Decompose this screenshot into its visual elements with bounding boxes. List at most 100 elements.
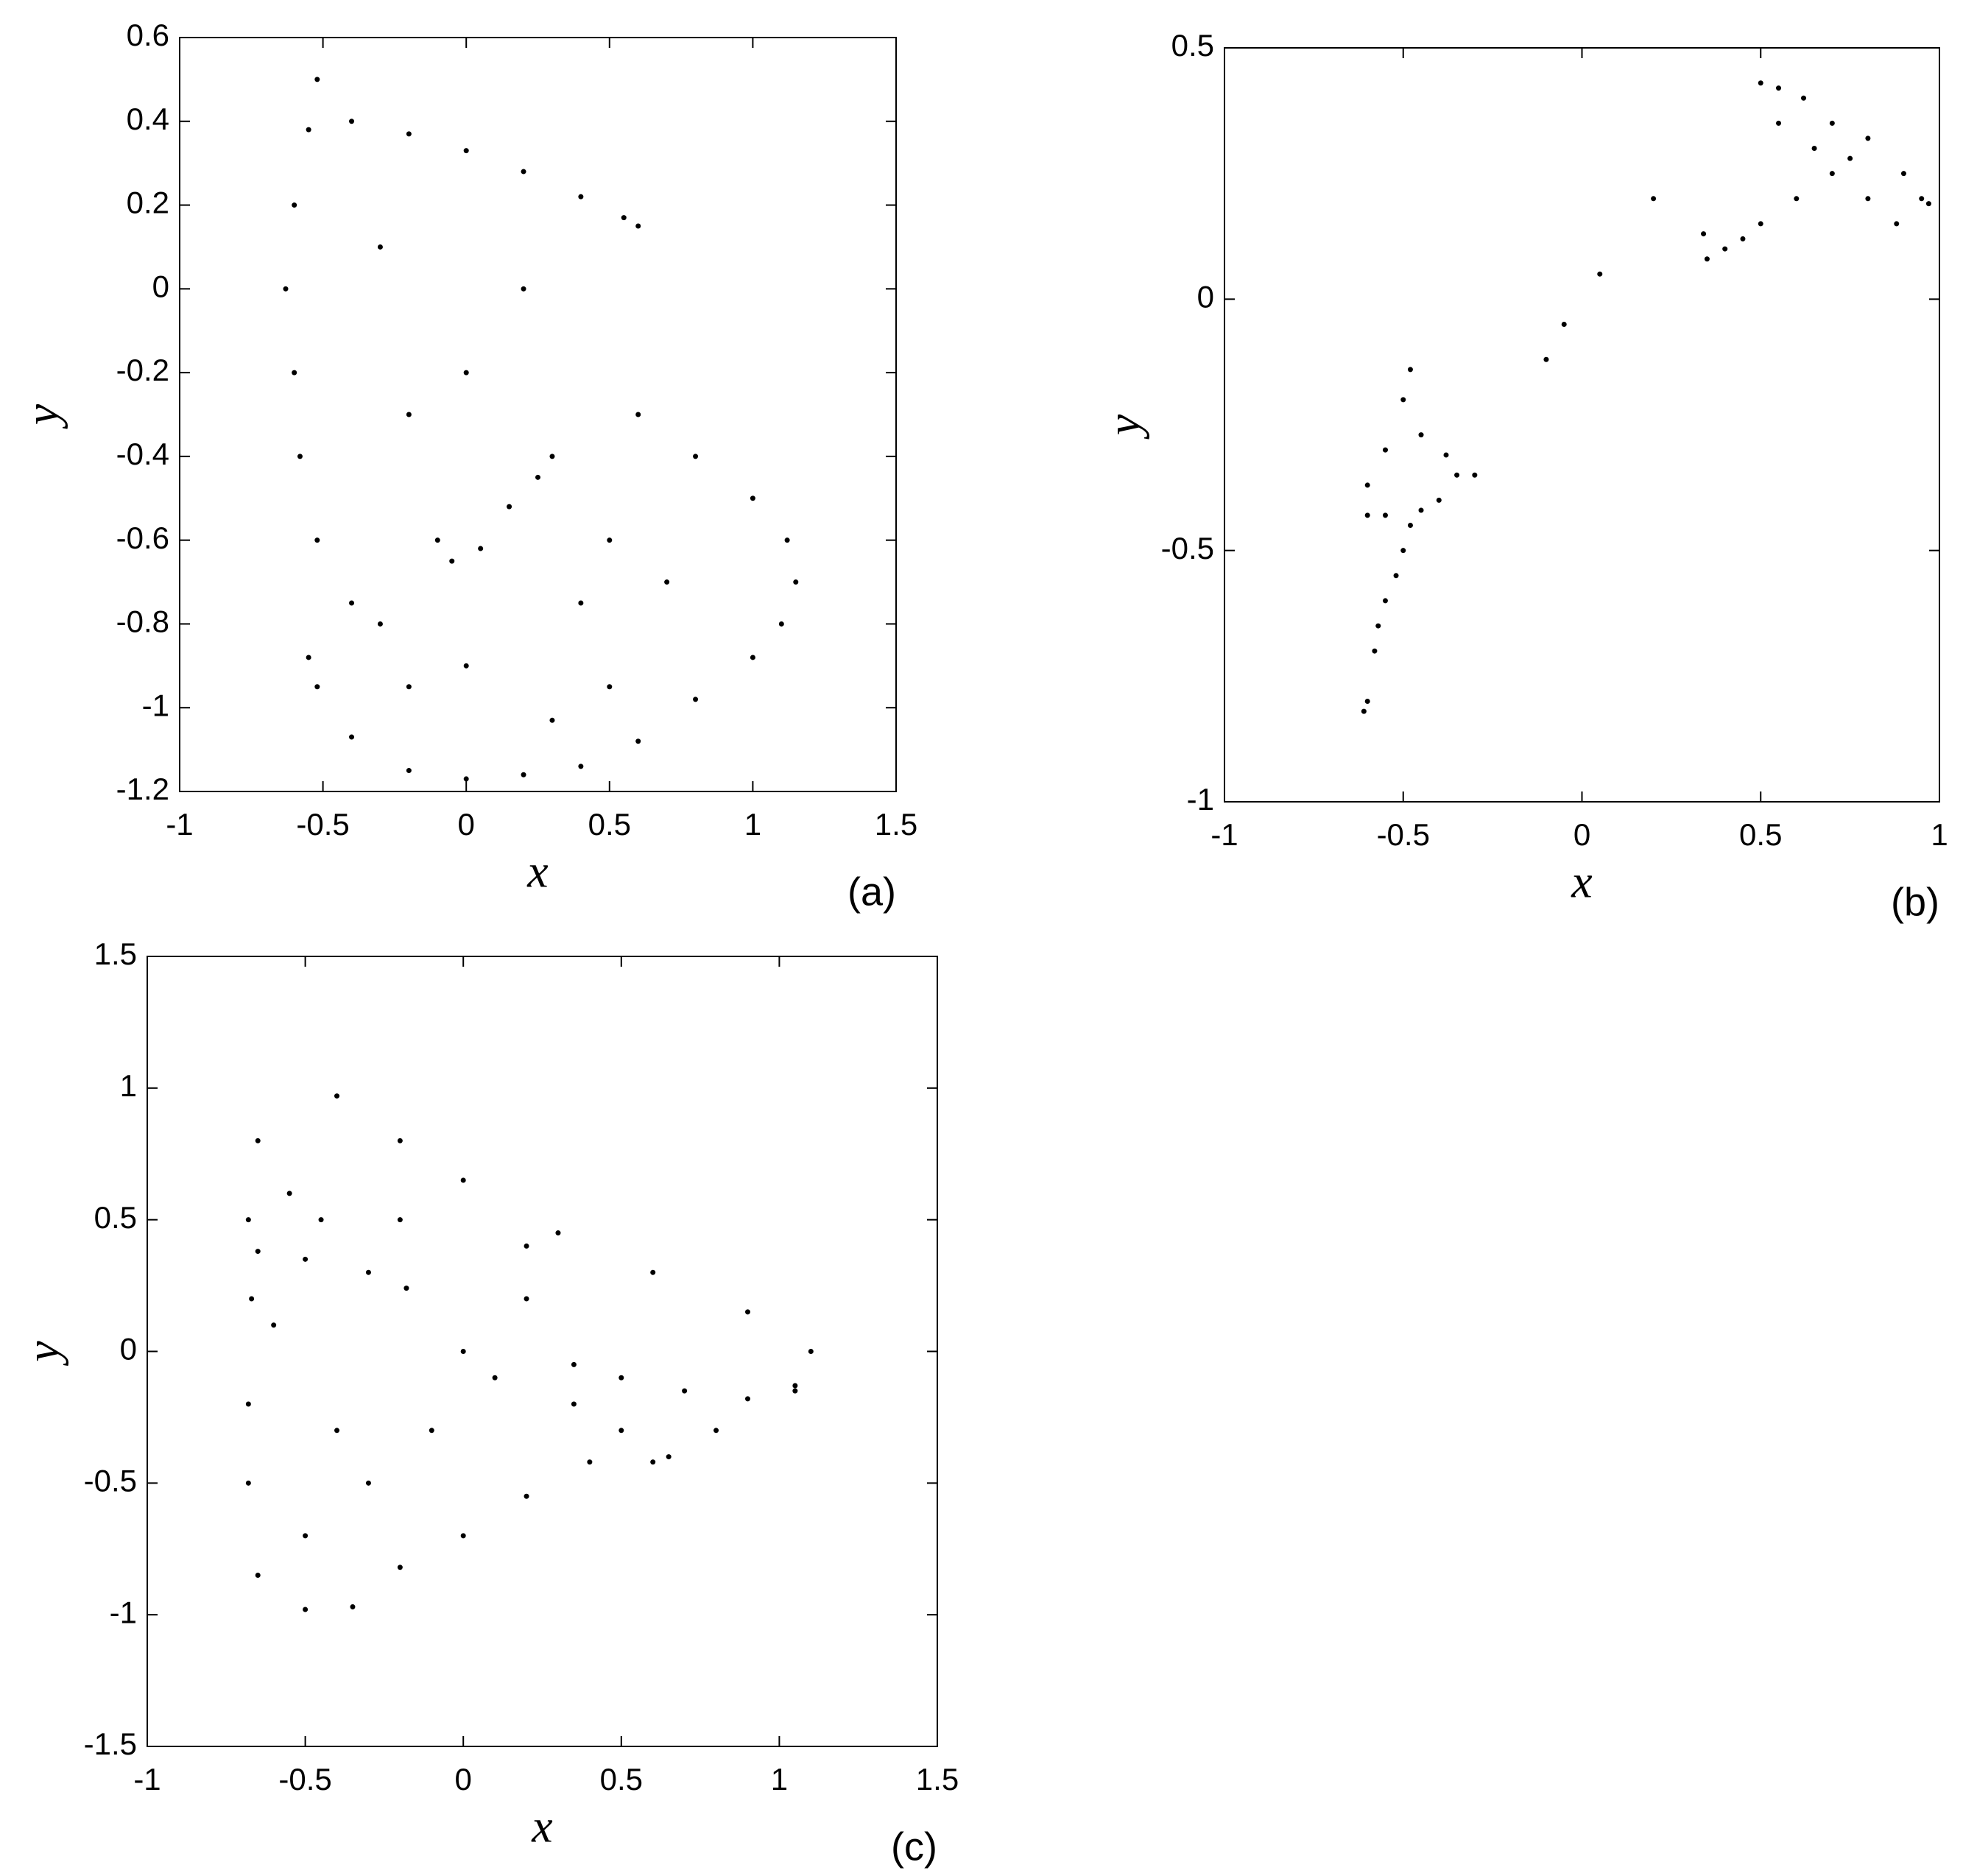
point: [792, 1383, 798, 1389]
point: [507, 504, 512, 509]
point: [521, 772, 526, 777]
point: [664, 579, 670, 585]
y-tick-label: -1: [1187, 782, 1214, 817]
x-tick-label: 1: [744, 807, 761, 842]
plot-frame: [147, 956, 938, 1747]
point: [245, 1480, 251, 1486]
y-tick-label: 1: [120, 1068, 137, 1103]
point: [778, 621, 784, 627]
point: [1375, 623, 1381, 629]
point: [314, 684, 320, 690]
y-tick-label: -1.2: [116, 772, 169, 806]
y-tick-label: 0.5: [94, 1200, 137, 1235]
point: [1704, 256, 1710, 262]
point: [1561, 321, 1567, 327]
point: [1382, 598, 1388, 604]
point: [524, 1296, 529, 1302]
point: [1801, 95, 1807, 101]
x-tick-label: 0.5: [588, 807, 631, 842]
point: [1436, 497, 1442, 503]
point: [607, 537, 613, 543]
point: [255, 1573, 261, 1579]
point: [793, 579, 799, 585]
point: [1407, 367, 1413, 373]
point: [406, 412, 412, 417]
point: [406, 131, 412, 137]
y-tick-label: 0.6: [127, 18, 169, 52]
point: [297, 454, 303, 459]
point: [1847, 155, 1853, 161]
point: [377, 621, 383, 627]
point: [1382, 512, 1388, 518]
point: [334, 1428, 340, 1434]
x-tick-label: 1: [1931, 817, 1948, 852]
y-axis-label: y: [17, 1341, 69, 1367]
x-tick-label: -1: [166, 807, 193, 842]
point: [255, 1138, 261, 1143]
point: [463, 663, 469, 669]
point: [318, 1217, 324, 1223]
x-axis-label: x: [1571, 856, 1592, 908]
y-tick-label: -0.5: [84, 1463, 137, 1498]
y-tick-label: -0.6: [116, 521, 169, 555]
y-tick-label: 0: [1197, 279, 1214, 314]
point: [1407, 523, 1413, 529]
point: [292, 202, 297, 208]
point: [521, 286, 526, 292]
y-tick-label: 0.4: [127, 102, 169, 136]
point: [1364, 698, 1370, 704]
point: [271, 1322, 277, 1328]
point: [1443, 452, 1449, 458]
point: [283, 286, 289, 292]
point: [377, 244, 383, 250]
point: [635, 223, 641, 229]
point: [1829, 120, 1835, 126]
point: [349, 600, 355, 606]
x-tick-label: 1.5: [875, 807, 917, 842]
point: [1865, 135, 1871, 141]
point: [1361, 708, 1367, 714]
point: [397, 1138, 403, 1143]
point: [478, 546, 484, 551]
point: [693, 697, 699, 702]
panel-label: (b): [1891, 880, 1939, 924]
point: [808, 1349, 814, 1354]
point: [1740, 236, 1746, 241]
y-tick-label: -0.8: [116, 604, 169, 639]
point: [535, 474, 540, 480]
point: [306, 127, 311, 133]
panel-label: (a): [847, 870, 896, 914]
y-tick-label: -1: [142, 688, 169, 722]
y-axis-label: y: [1098, 414, 1150, 440]
x-axis-label: x: [526, 845, 548, 898]
y-tick-label: 0: [152, 269, 169, 303]
x-tick-label: -1: [133, 1762, 161, 1796]
point: [1776, 85, 1782, 91]
point: [1794, 196, 1800, 202]
plot-frame: [1224, 47, 1940, 803]
point: [750, 496, 755, 501]
point: [1900, 171, 1906, 177]
point: [621, 215, 627, 221]
chart-panel: -1 -0.5 0 0.5 1 1.5 0.6 0.4 0.2 0 -0.2 -0.4 -0.6 -0.8…: [16, 18, 918, 914]
point: [397, 1565, 403, 1570]
point: [334, 1093, 340, 1099]
point: [1364, 482, 1370, 488]
point: [635, 412, 641, 417]
point: [403, 1286, 409, 1291]
point: [1701, 231, 1707, 237]
y-tick-label: -1: [110, 1595, 137, 1629]
point: [1372, 648, 1378, 654]
point: [1382, 447, 1388, 453]
point: [463, 370, 469, 375]
x-tick-label: 0.5: [600, 1762, 643, 1796]
point: [618, 1428, 624, 1434]
point: [406, 684, 412, 690]
point: [460, 1533, 466, 1539]
point: [1418, 507, 1424, 513]
point: [1393, 573, 1399, 579]
point: [365, 1269, 371, 1275]
point: [578, 764, 584, 769]
point: [1919, 196, 1925, 202]
x-tick-label: -0.5: [1377, 817, 1430, 852]
